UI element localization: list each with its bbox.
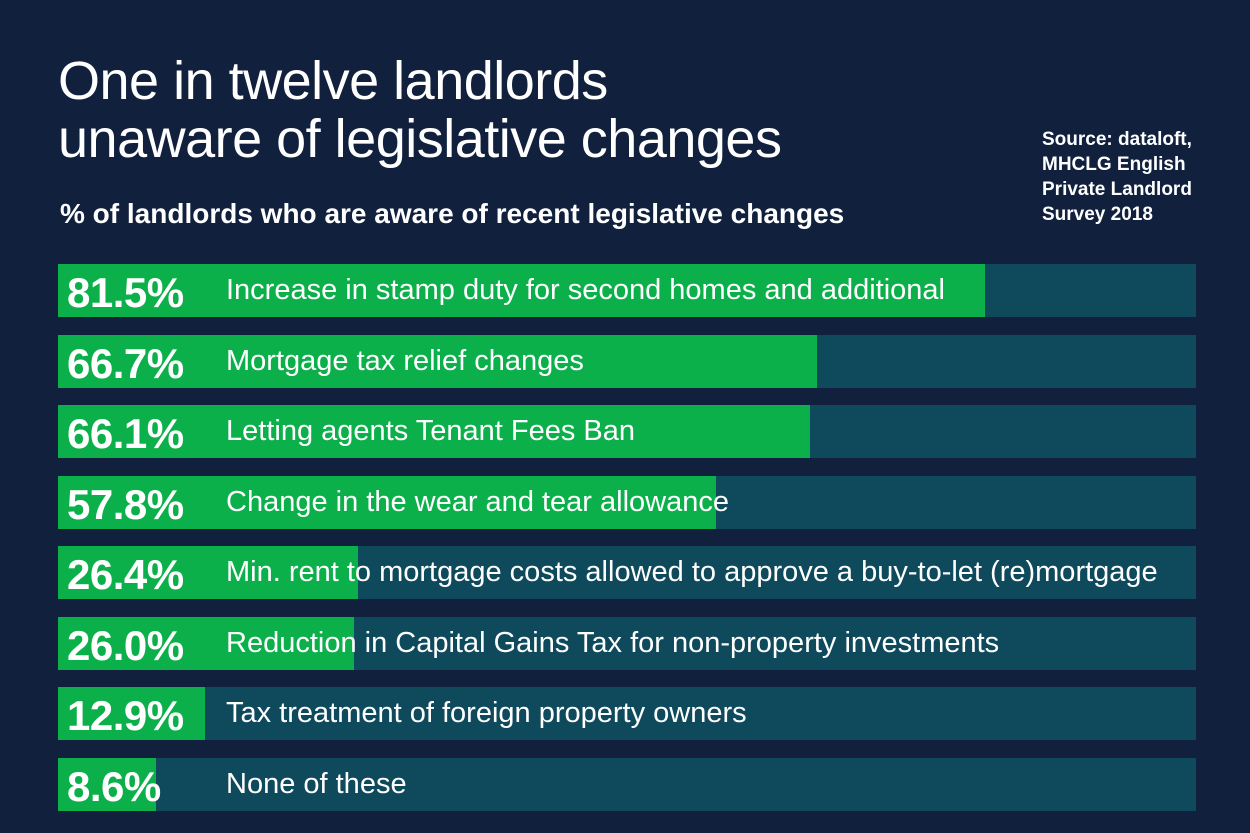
bar-row: 57.8% Change in the wear and tear allowan…	[58, 476, 1196, 529]
bar-value-label: 66.1%	[67, 410, 184, 457]
bar-row: 66.1% Letting agents Tenant Fees Ban	[58, 405, 1196, 458]
bar-category-label: Letting agents Tenant Fees Ban	[226, 415, 635, 447]
chart-subtitle: % of landlords who are aware of recent l…	[60, 198, 845, 229]
bar-category-label: Reduction in Capital Gains Tax for non-p…	[226, 627, 1000, 659]
bar-value-label: 81.5%	[67, 269, 184, 316]
bar-row: 26.4% Min. rent to mortgage costs allowed…	[58, 546, 1196, 599]
bar-row: 81.5% Increase in stamp duty for second h…	[58, 264, 1196, 317]
bar	[58, 476, 716, 529]
bar-category-label: Change in the wear and tear allowance	[226, 486, 729, 518]
source-note: Source: dataloft, MHCLG English Private …	[1042, 127, 1232, 227]
source-line-4: Survey 2018	[1042, 204, 1153, 225]
bar-category-label: Min. rent to mortgage costs allowed to a…	[226, 556, 1158, 588]
bar	[58, 617, 354, 670]
bar-value-label: 26.4%	[67, 551, 184, 598]
bar	[58, 687, 205, 740]
bar-value-label: 66.7%	[67, 340, 184, 387]
chart-title: One in twelve landlords unaware of legis…	[58, 52, 938, 168]
bar	[58, 546, 358, 599]
chart-title-line-2: unaware of legislative changes	[58, 109, 782, 169]
source-line-2: MHCLG English	[1042, 154, 1186, 175]
bar-category-label: Tax treatment of foreign property owners	[226, 697, 747, 729]
bar-row: 66.7% Mortgage tax relief changes	[58, 335, 1196, 388]
source-line-3: Private Landlord	[1042, 179, 1192, 200]
bar-value-label: 26.0%	[67, 622, 184, 669]
bar	[58, 335, 817, 388]
bar-category-label: Mortgage tax relief changes	[226, 345, 584, 377]
bar-value-label: 57.8%	[67, 481, 184, 528]
bar-value-label: 8.6%	[67, 763, 161, 810]
bar	[58, 758, 156, 811]
bar-row: 12.9% Tax treatment of foreign property o…	[58, 687, 1196, 740]
bar-value-label: 12.9%	[67, 692, 184, 739]
bar-row: 8.6% None of these	[58, 758, 1196, 811]
bar-chart: 81.5% Increase in stamp duty for second h…	[58, 264, 1196, 812]
bar-category-label: Increase in stamp duty for second homes …	[226, 274, 945, 306]
bar-category-label: None of these	[226, 768, 407, 800]
source-line-1: Source: dataloft,	[1042, 129, 1192, 150]
bar-row: 26.0% Reduction in Capital Gains Tax for …	[58, 617, 1196, 670]
bar	[58, 405, 810, 458]
bar	[58, 264, 985, 317]
chart-title-line-1: One in twelve landlords	[58, 51, 608, 111]
